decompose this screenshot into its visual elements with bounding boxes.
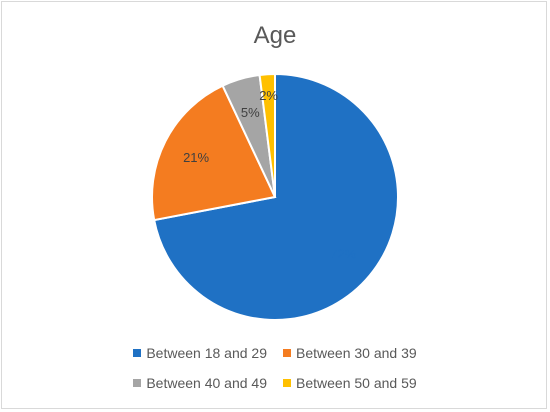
- legend-item-30-39: Between 30 and 39: [283, 345, 417, 361]
- legend-row-2: Between 40 and 49 Between 50 and 59: [2, 375, 548, 391]
- legend-label-18-29: Between 18 and 29: [146, 345, 267, 361]
- data-label-18-29: 72%: [330, 246, 356, 261]
- data-label-50-59: 2%: [259, 88, 278, 103]
- pie-slice-30-39: [151, 84, 277, 222]
- legend-item-50-59: Between 50 and 59: [283, 375, 417, 391]
- data-label-40-49: 5%: [241, 105, 260, 120]
- legend-item-18-29: Between 18 and 29: [133, 345, 267, 361]
- legend-label-30-39: Between 30 and 39: [296, 345, 417, 361]
- pie-slice-50-59: [258, 72, 276, 198]
- legend-swatch-18-29: [133, 349, 142, 357]
- chart-title: Age: [253, 22, 297, 49]
- legend-row-1: Between 18 and 29 Between 30 and 39: [2, 345, 548, 361]
- legend-swatch-40-49: [133, 379, 142, 387]
- legend-swatch-50-59: [283, 379, 291, 387]
- legend-swatch-30-39: [283, 349, 291, 357]
- legend-label-50-59: Between 50 and 59: [296, 375, 417, 391]
- legend-label-40-49: Between 40 and 49: [146, 375, 267, 391]
- legend-item-40-49: Between 40 and 49: [133, 375, 267, 391]
- data-label-30-39: 21%: [183, 150, 209, 165]
